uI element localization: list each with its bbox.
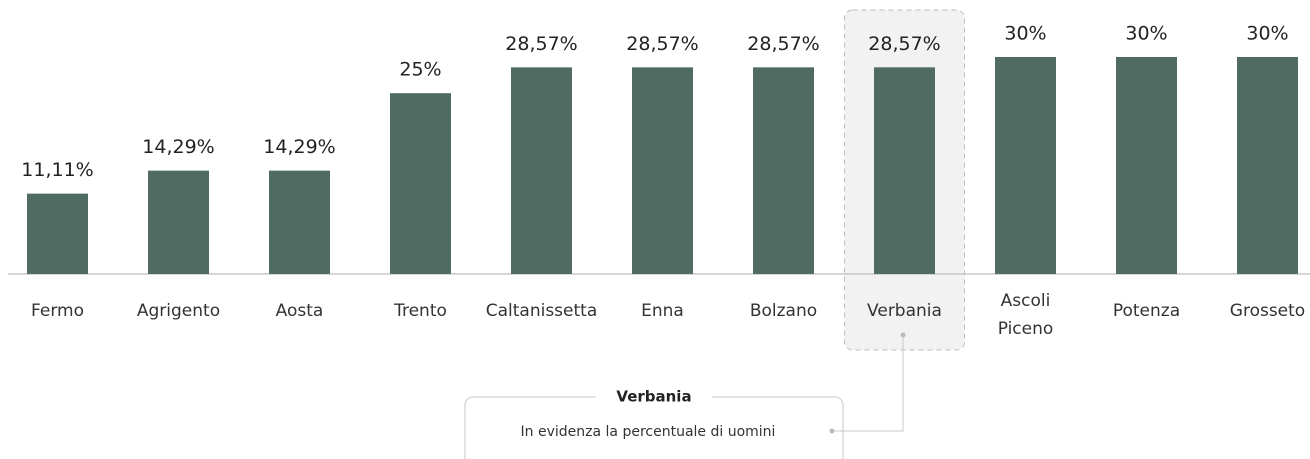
x-tick-label: Aosta — [276, 301, 324, 321]
x-tick-label: Potenza — [1113, 301, 1180, 321]
leader-dot — [900, 332, 906, 338]
value-label: 11,11% — [21, 159, 93, 181]
value-label: 30% — [1004, 23, 1046, 45]
bar — [1116, 57, 1177, 274]
title-gap — [596, 387, 712, 407]
bar — [148, 170, 209, 274]
bar — [995, 57, 1056, 274]
value-label: 28,57% — [626, 33, 698, 55]
x-tick-label: Ascoli Piceno — [998, 291, 1054, 339]
x-tick-label: Verbania — [867, 301, 942, 321]
bar — [632, 67, 693, 275]
value-label: 30% — [1125, 23, 1167, 45]
x-tick-label: Caltanissetta — [486, 301, 598, 321]
annotation-text: In evidenza la percentuale di uomini — [521, 424, 776, 440]
x-tick-label: Bolzano — [750, 301, 817, 321]
value-label: 30% — [1246, 23, 1288, 45]
value-label: 28,57% — [747, 33, 819, 55]
bar — [390, 93, 451, 275]
bar — [1237, 57, 1298, 274]
x-tick-label: Agrigento — [137, 301, 220, 321]
x-tick-label: Enna — [641, 301, 684, 321]
leader-line — [832, 335, 904, 432]
bar — [511, 67, 572, 275]
bar — [874, 67, 935, 275]
annotation-title: Verbania — [616, 388, 691, 406]
value-label: 28,57% — [505, 33, 577, 55]
annotation: Verbania In evidenza la percentuale di u… — [464, 332, 906, 459]
bar — [269, 170, 330, 274]
leader-dot — [829, 428, 835, 434]
x-tick-label: Fermo — [31, 301, 84, 321]
x-tick-label: Trento — [393, 301, 447, 321]
value-label: 28,57% — [868, 33, 940, 55]
bar — [27, 193, 88, 274]
value-label: 14,29% — [263, 136, 335, 158]
x-tick-label: Grosseto — [1230, 301, 1305, 321]
value-label: 14,29% — [142, 136, 214, 158]
value-label: 25% — [399, 59, 441, 81]
bar — [753, 67, 814, 275]
